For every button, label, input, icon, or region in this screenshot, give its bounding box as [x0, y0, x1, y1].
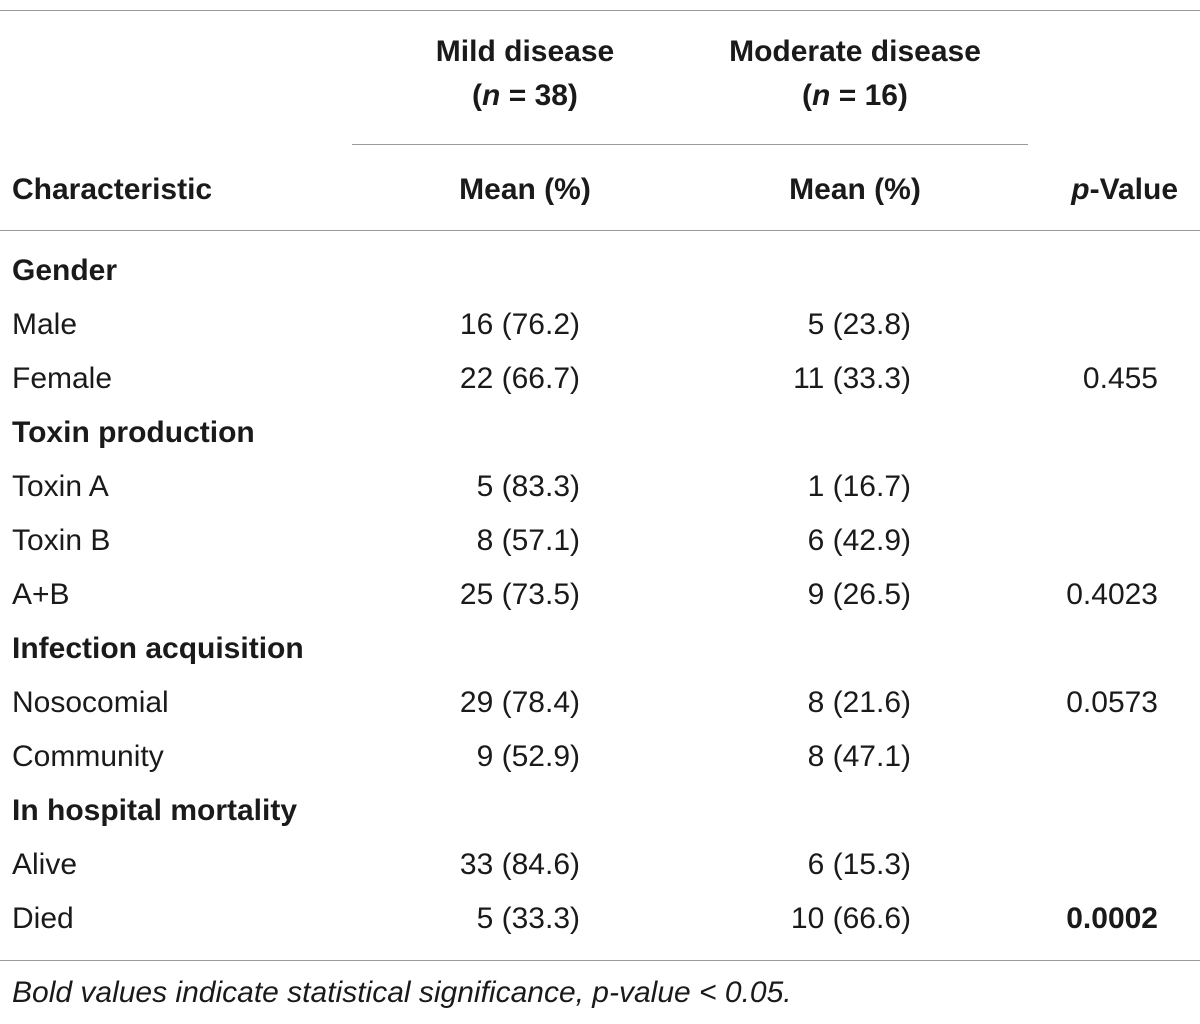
section-label: Gender — [12, 254, 118, 287]
table-top-rule — [0, 10, 1200, 11]
column-header-p-value: p-Value — [1030, 168, 1178, 212]
row-label: Died — [12, 902, 74, 935]
group-n-mild: (n = 38) — [380, 74, 670, 118]
column-header-p-suffix: -Value — [1089, 173, 1178, 206]
moderate-value-cell: 6 (42.9) — [807, 524, 911, 557]
mild-value-cell: 8 (57.1) — [476, 524, 580, 557]
section-label: Toxin production — [12, 416, 255, 449]
group-name-moderate: Moderate disease — [729, 35, 981, 68]
group-name-mild: Mild disease — [435, 35, 615, 68]
p-value-cell: 0.4023 — [1066, 578, 1158, 611]
table-row: Community 9 (52.9) 8 (47.1) — [0, 730, 1200, 784]
mild-value-cell: 33 (84.6) — [459, 848, 580, 881]
row-label: A+B — [12, 578, 70, 611]
column-header-mild-mean: Mean (%) — [459, 173, 591, 206]
table-row: Toxin B 8 (57.1) 6 (42.9) — [0, 514, 1200, 568]
group-n-mild-label: n — [482, 79, 501, 112]
moderate-value-cell: 6 (15.3) — [807, 848, 911, 881]
mild-value-cell: 22 (66.7) — [459, 362, 580, 395]
moderate-value-cell: 5 (23.8) — [807, 308, 911, 341]
group-n-moderate-label: n — [812, 79, 831, 112]
section-header-row: In hospital mortality — [0, 784, 1200, 838]
group-header-moderate: Moderate disease (n = 16) — [700, 30, 1010, 118]
header-bottom-rule — [0, 230, 1200, 231]
row-label: Female — [12, 362, 113, 395]
table-row: Male 16 (76.2) 5 (23.8) — [0, 298, 1200, 352]
section-header-row: Infection acquisition — [0, 622, 1200, 676]
p-value-cell: 0.0573 — [1066, 686, 1158, 719]
row-label: Community — [12, 740, 164, 773]
section-label: Infection acquisition — [12, 632, 304, 665]
group-n-moderate-open: ( — [802, 79, 813, 112]
table-row: A+B 25 (73.5) 9 (26.5) 0.4023 — [0, 568, 1200, 622]
row-label: Toxin A — [12, 470, 109, 503]
row-label: Male — [12, 308, 78, 341]
section-header-row: Gender — [0, 244, 1200, 298]
mild-value-cell: 29 (78.4) — [459, 686, 580, 719]
moderate-value-cell: 1 (16.7) — [807, 470, 911, 503]
mild-value-cell: 5 (33.3) — [476, 902, 580, 935]
row-label: Nosocomial — [12, 686, 169, 719]
row-label: Toxin B — [12, 524, 111, 557]
section-header-row: Toxin production — [0, 406, 1200, 460]
table-row: Alive 33 (84.6) 6 (15.3) — [0, 838, 1200, 892]
group-header-mild: Mild disease (n = 38) — [380, 30, 670, 118]
row-label: Alive — [12, 848, 78, 881]
table-bottom-rule — [0, 960, 1200, 961]
p-value-cell: 0.0002 — [1066, 902, 1158, 935]
group-n-moderate: (n = 16) — [700, 74, 1010, 118]
table-footnote: Bold values indicate statistical signifi… — [12, 976, 792, 1009]
column-header-p-italic: p — [1071, 173, 1090, 206]
table-row: Female 22 (66.7) 11 (33.3) 0.455 — [0, 352, 1200, 406]
group-n-mild-open: ( — [472, 79, 483, 112]
group-n-moderate-value: = 16) — [830, 79, 908, 112]
group-header-rule — [352, 144, 1028, 145]
moderate-value-cell: 10 (66.6) — [790, 902, 911, 935]
section-label: In hospital mortality — [12, 794, 298, 827]
table-row: Nosocomial 29 (78.4) 8 (21.6) 0.0573 — [0, 676, 1200, 730]
moderate-value-cell: 9 (26.5) — [807, 578, 911, 611]
mild-value-cell: 25 (73.5) — [459, 578, 580, 611]
group-n-mild-value: = 38) — [500, 79, 578, 112]
column-header-moderate-mean: Mean (%) — [789, 173, 921, 206]
table-row: Toxin A 5 (83.3) 1 (16.7) — [0, 460, 1200, 514]
p-value-cell: 0.455 — [1082, 362, 1158, 395]
moderate-value-cell: 11 (33.3) — [793, 362, 911, 395]
mild-value-cell: 16 (76.2) — [459, 308, 580, 341]
mild-value-cell: 5 (83.3) — [476, 470, 580, 503]
mild-value-cell: 9 (52.9) — [476, 740, 580, 773]
column-header-characteristic: Characteristic — [12, 173, 213, 206]
moderate-value-cell: 8 (21.6) — [807, 686, 911, 719]
moderate-value-cell: 8 (47.1) — [807, 740, 911, 773]
table-row: Died 5 (33.3) 10 (66.6) 0.0002 — [0, 892, 1200, 946]
